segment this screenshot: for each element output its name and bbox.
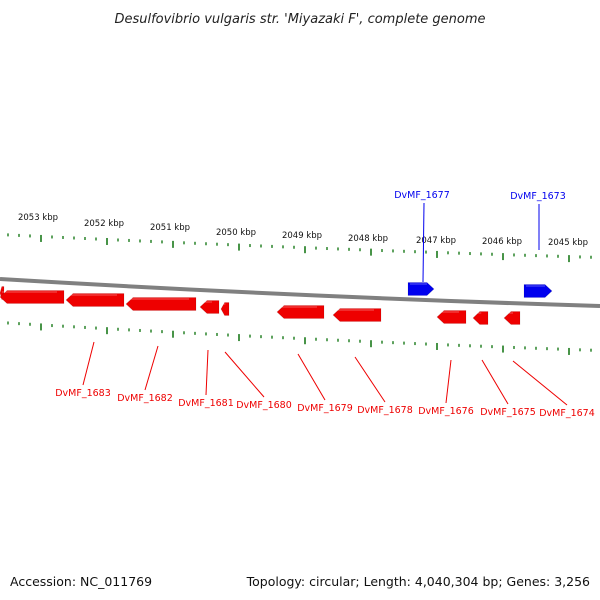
scale-label: 2051 kbp bbox=[150, 223, 190, 233]
genome-backbone bbox=[0, 277, 600, 308]
genome-stats-text: Topology: circular; Length: 4,040,304 bp… bbox=[246, 574, 590, 589]
reverse-gene-arrow bbox=[220, 302, 230, 316]
genes bbox=[0, 282, 553, 325]
forward-gene-label: DvMF_1677 bbox=[394, 190, 450, 201]
reverse-gene-label: DvMF_1674 bbox=[539, 408, 595, 419]
label-leader bbox=[205, 349, 209, 396]
forward-gene-arrow bbox=[407, 282, 435, 296]
reverse-gene-label: DvMF_1683 bbox=[55, 388, 111, 399]
reverse-gene-arrow bbox=[0, 290, 65, 304]
label-leader bbox=[422, 202, 425, 283]
label-leader bbox=[445, 359, 452, 404]
forward-gene-arrow bbox=[523, 284, 553, 298]
reverse-gene-label: DvMF_1680 bbox=[236, 400, 292, 411]
reverse-gene-label: DvMF_1682 bbox=[117, 393, 173, 404]
label-leaders bbox=[82, 202, 568, 406]
reverse-gene-arrow bbox=[332, 308, 382, 322]
reverse-gene-label: DvMF_1676 bbox=[418, 406, 474, 417]
reverse-gene-label: DvMF_1681 bbox=[178, 398, 234, 409]
reverse-gene-label: DvMF_1679 bbox=[297, 403, 353, 414]
reverse-gene-arrow bbox=[65, 293, 125, 307]
label-leader bbox=[354, 356, 386, 403]
label-leader bbox=[144, 345, 159, 391]
reverse-gene-arrow bbox=[125, 297, 197, 311]
scale-label: 2049 kbp bbox=[282, 231, 322, 241]
label-leader bbox=[512, 360, 568, 406]
reverse-gene-arrow bbox=[199, 300, 220, 314]
genome-title: Desulfovibrio vulgaris str. 'Miyazaki F'… bbox=[114, 12, 485, 27]
accession-text: Accession: NC_011769 bbox=[10, 574, 152, 589]
forward-gene-label: DvMF_1673 bbox=[510, 191, 566, 202]
reverse-gene-arrow bbox=[276, 305, 325, 319]
scale-labels: 2053 kbp 2052 kbp 2051 kbp 2050 kbp 2049 kbp… bbox=[18, 213, 588, 248]
scale-label: 2052 kbp bbox=[84, 219, 124, 229]
reverse-gene-arrow bbox=[503, 311, 521, 325]
label-leader bbox=[481, 359, 509, 405]
label-leader bbox=[82, 341, 95, 386]
scale-label: 2047 kbp bbox=[416, 236, 456, 246]
reverse-gene-arrow bbox=[436, 310, 467, 324]
scale-label: 2045 kbp bbox=[548, 238, 588, 248]
label-leader bbox=[297, 353, 326, 401]
scale-ticks bbox=[7, 233, 592, 355]
scale-label: 2050 kbp bbox=[216, 228, 256, 238]
scale-label: 2053 kbp bbox=[18, 213, 58, 223]
gene-labels: DvMF_1677 DvMF_1673 DvMF_1683 DvMF_1682 DvMF… bbox=[55, 190, 595, 419]
reverse-gene-arrow bbox=[472, 311, 489, 325]
reverse-gene-label: DvMF_1675 bbox=[480, 407, 536, 418]
scale-label: 2048 kbp bbox=[348, 234, 388, 244]
scale-label: 2046 kbp bbox=[482, 237, 522, 247]
label-leader bbox=[224, 351, 265, 398]
reverse-gene-label: DvMF_1678 bbox=[357, 405, 413, 416]
